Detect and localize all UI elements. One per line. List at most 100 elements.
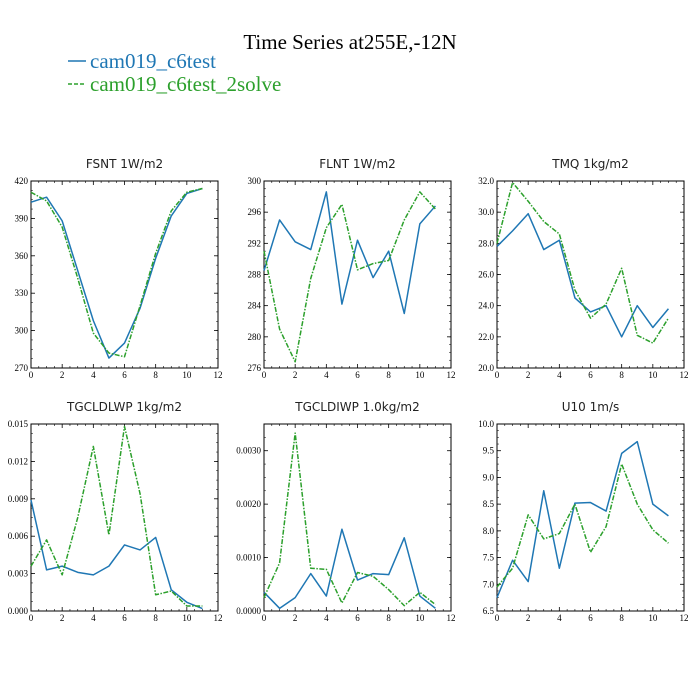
x-tick-label: 12 [214, 370, 223, 380]
x-tick-label: 6 [355, 370, 360, 380]
legend: cam019_c6test cam019_c6test_2solve [68, 49, 281, 96]
y-tick-label: 9.0 [483, 472, 495, 482]
series-line-1 [30, 499, 203, 610]
y-tick-label: 0.015 [8, 419, 29, 429]
y-tick-label: 288 [248, 270, 262, 280]
x-tick-label: 6 [122, 613, 127, 623]
x-tick-label: 10 [648, 613, 658, 623]
x-tick-label: 10 [648, 370, 658, 380]
chart-panel-6: U10 1m/s 0 2 4 6 8 10 12 6.5 7.0 7.5 8.0 8.5 9.0 9.5 10… [478, 400, 688, 623]
y-tick-label: 330 [15, 288, 29, 298]
series-line-2 [263, 191, 436, 363]
x-tick-label: 0 [495, 613, 500, 623]
y-tick-label: 0.0000 [236, 606, 261, 616]
x-tick-label: 2 [60, 370, 65, 380]
y-tick-label: 0.006 [8, 531, 29, 541]
series-line-1 [496, 440, 669, 598]
y-tick-label: 284 [248, 301, 262, 311]
x-tick-label: 4 [324, 613, 329, 623]
x-tick-label: 6 [355, 613, 360, 623]
x-tick-label: 8 [153, 370, 158, 380]
panel-title: FSNT 1W/m2 [86, 157, 163, 171]
y-tick-label: 0.0030 [236, 446, 261, 456]
x-tick-label: 10 [415, 613, 425, 623]
y-tick-label: 280 [248, 332, 262, 342]
x-tick-label: 0 [495, 370, 500, 380]
x-tick-label: 10 [182, 370, 192, 380]
y-tick-label: 296 [248, 207, 262, 217]
series-line-1 [263, 191, 436, 315]
y-tick-label: 276 [248, 363, 262, 373]
y-tick-label: 420 [15, 176, 29, 186]
y-tick-label: 22.0 [478, 332, 494, 342]
x-tick-label: 0 [29, 613, 34, 623]
y-tick-label: 6.5 [483, 606, 495, 616]
y-tick-label: 292 [248, 238, 262, 248]
y-tick-label: 32.0 [478, 176, 494, 186]
y-tick-label: 0.0020 [236, 499, 261, 509]
x-tick-label: 4 [557, 370, 562, 380]
x-tick-label: 6 [588, 370, 593, 380]
panel-title: TGCLDIWP 1.0kg/m2 [294, 400, 419, 414]
y-tick-label: 300 [248, 176, 262, 186]
x-tick-label: 2 [293, 613, 298, 623]
x-tick-label: 4 [324, 370, 329, 380]
chart-panel-4: TGCLDLWP 1kg/m2 0 2 4 6 8 10 12 0.000 0.003 0.006 0… [8, 400, 223, 623]
y-tick-label: 0.0010 [236, 553, 261, 563]
x-tick-label: 12 [447, 370, 456, 380]
x-tick-label: 2 [60, 613, 65, 623]
panel-title: U10 1m/s [562, 400, 620, 414]
y-tick-label: 7.0 [483, 579, 495, 589]
x-tick-label: 12 [680, 613, 689, 623]
series-line-1 [496, 212, 669, 338]
y-tick-label: 390 [15, 213, 29, 223]
x-tick-label: 12 [680, 370, 689, 380]
panel-title: FLNT 1W/m2 [319, 157, 396, 171]
y-tick-label: 270 [15, 363, 29, 373]
x-tick-label: 2 [293, 370, 298, 380]
series-line-1 [30, 187, 203, 359]
x-tick-label: 6 [588, 613, 593, 623]
figure-title: Time Series at255E,-12N [243, 30, 456, 54]
y-tick-label: 20.0 [478, 363, 494, 373]
y-tick-label: 8.0 [483, 526, 495, 536]
chart-panel-3: TMQ 1kg/m2 0 2 4 6 8 10 12 20.0 22.0 24.0 26.0 28.0 3… [478, 157, 688, 380]
y-tick-label: 0.009 [8, 494, 29, 504]
y-tick-label: 9.5 [483, 446, 495, 456]
x-tick-label: 8 [153, 613, 158, 623]
series-line-2 [496, 181, 670, 344]
x-tick-label: 2 [526, 613, 531, 623]
chart-panel-2: FLNT 1W/m2 0 2 4 6 8 10 12 276 280 284 288 292 296 300 [248, 157, 456, 380]
series-line-1 [263, 528, 436, 610]
series-line-2 [30, 425, 203, 607]
y-tick-label: 28.0 [478, 238, 494, 248]
y-tick-label: 30.0 [478, 207, 494, 217]
x-tick-label: 12 [214, 613, 223, 623]
x-tick-label: 0 [29, 370, 34, 380]
x-tick-label: 4 [91, 370, 96, 380]
y-tick-label: 24.0 [478, 301, 494, 311]
panel-title: TGCLDLWP 1kg/m2 [66, 400, 182, 414]
x-tick-label: 10 [182, 613, 192, 623]
x-tick-label: 10 [415, 370, 425, 380]
y-tick-label: 0.003 [8, 569, 29, 579]
series-line-2 [496, 463, 669, 588]
y-tick-label: 0.012 [8, 456, 28, 466]
x-tick-label: 4 [557, 613, 562, 623]
y-tick-label: 360 [15, 251, 29, 261]
x-tick-label: 8 [386, 370, 391, 380]
x-tick-label: 12 [447, 613, 456, 623]
panel-title: TMQ 1kg/m2 [551, 157, 629, 171]
x-tick-label: 4 [91, 613, 96, 623]
chart-panel-1: FSNT 1W/m2 0 2 4 6 8 10 12 270 300 330 360 390 420 [15, 157, 223, 380]
series-line-2 [30, 187, 203, 358]
x-tick-label: 0 [262, 370, 267, 380]
y-tick-label: 7.5 [483, 553, 495, 563]
x-tick-label: 0 [262, 613, 267, 623]
x-tick-label: 6 [122, 370, 127, 380]
series-line-2 [263, 432, 436, 607]
x-tick-label: 8 [619, 370, 624, 380]
y-tick-label: 26.0 [478, 270, 494, 280]
y-tick-label: 8.5 [483, 499, 495, 509]
